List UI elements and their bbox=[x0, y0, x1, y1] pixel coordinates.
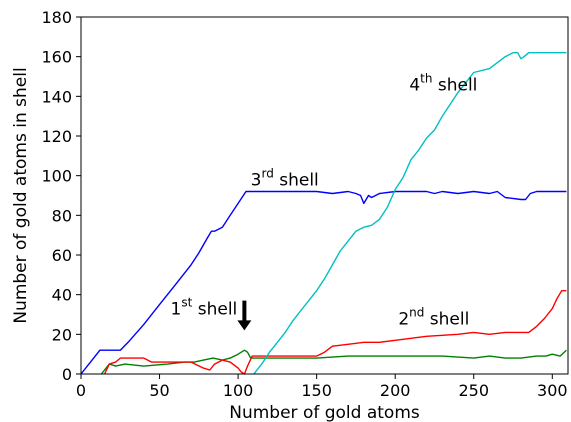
y-tick-label: 20 bbox=[52, 325, 72, 344]
series-line-shell1 bbox=[100, 349, 567, 375]
series-layer bbox=[80, 52, 567, 375]
x-tick-label: 0 bbox=[76, 381, 86, 400]
y-tick-label: 160 bbox=[41, 48, 72, 67]
arrow-head bbox=[237, 320, 252, 331]
annotation-label3: 3rd shell bbox=[251, 167, 319, 191]
x-axis-title: Number of gold atoms bbox=[229, 403, 420, 422]
x-tick-label: 200 bbox=[380, 381, 411, 400]
ticks-layer: 0 50 100 150 200 250 300 0 20 40 60 80 100 120 140 160 1… bbox=[41, 8, 567, 400]
series-line-shell2 bbox=[103, 290, 567, 375]
annotations-layer: 1st shell 2nd shell 3rd shell 4th shell bbox=[171, 71, 477, 331]
series-line-shell4 bbox=[253, 52, 567, 375]
y-tick-label: 80 bbox=[52, 206, 72, 225]
y-tick-label: 60 bbox=[52, 246, 72, 265]
y-tick-label: 40 bbox=[52, 286, 72, 305]
annotation-label4: 4th shell bbox=[409, 71, 477, 95]
x-tick-label: 50 bbox=[149, 381, 169, 400]
y-axis-title: Number of gold atoms in shell bbox=[11, 67, 31, 323]
x-tick-label: 100 bbox=[223, 381, 254, 400]
y-tick-label: 120 bbox=[41, 127, 72, 146]
plot-frame bbox=[80, 16, 569, 375]
series-line-shell3 bbox=[80, 190, 567, 375]
annotation-label2: 2nd shell bbox=[398, 305, 469, 329]
y-tick-label: 100 bbox=[41, 167, 72, 186]
y-tick-label: 140 bbox=[41, 87, 72, 106]
x-tick-label: 150 bbox=[301, 381, 332, 400]
x-tick-label: 250 bbox=[458, 381, 489, 400]
y-tick-label: 180 bbox=[41, 8, 72, 27]
x-tick-label: 300 bbox=[537, 381, 568, 400]
y-tick-label: 0 bbox=[62, 365, 72, 384]
annotation-label1: 1st shell bbox=[171, 296, 238, 320]
